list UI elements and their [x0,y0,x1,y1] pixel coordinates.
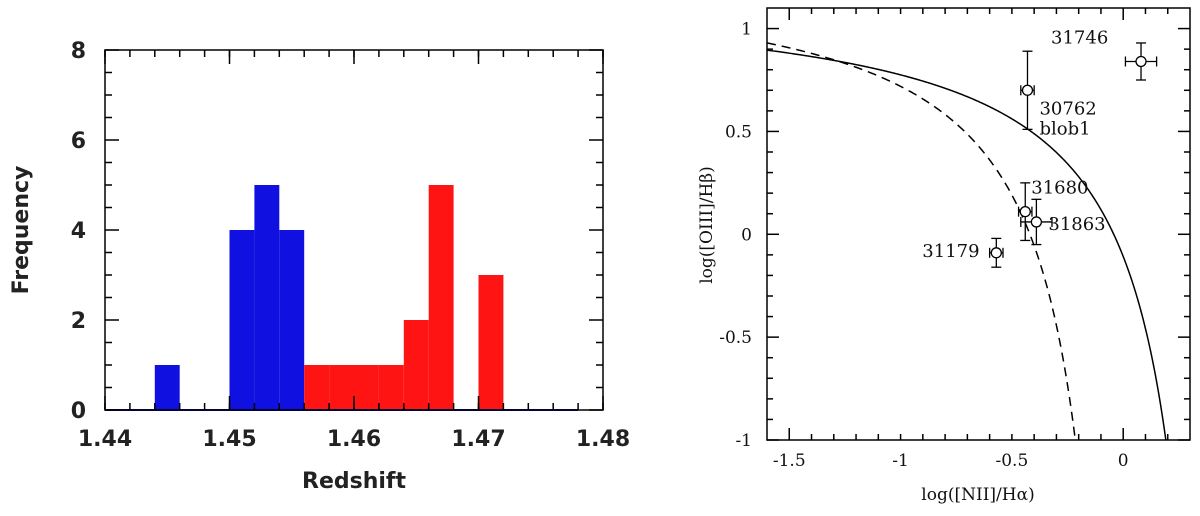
histogram-y-tick-label: 6 [71,129,86,154]
histogram-x-tick-label: 1.45 [202,427,256,452]
histogram-y-tick-label: 0 [71,399,86,424]
bpt-x-tick-label: -1 [892,451,909,471]
bpt-point: 31179 [922,237,1004,268]
histogram-bar [354,365,379,410]
histogram-bar [229,230,255,410]
histogram-x-tick-label: 1.46 [327,427,381,452]
histogram-bar [154,365,180,410]
bpt-x-axis-label: log([NII]/Hα) [921,485,1034,505]
data-marker [990,247,1002,259]
bpt-x-tick-label: 0 [1118,451,1129,471]
histogram-frame [104,49,604,411]
point-label: 31179 [922,241,979,262]
bpt-y-tick-label: 0.5 [725,122,752,142]
bpt-y-tick-labels: -1 -0.5 0 0.5 1 [719,20,752,451]
histogram-bar [428,185,454,410]
point-label-secondary: blob1 [1039,118,1090,139]
bpt-point: 31680 [1017,178,1089,242]
kewley-curve-solid [767,49,1167,440]
histogram-y-tick-label: 4 [71,219,86,244]
bpt-frame [766,7,1191,441]
histogram-x-tick-labels: 1.44 1.45 1.46 1.47 1.48 [78,427,630,452]
histogram-bar [254,185,280,410]
histogram-bar [304,365,330,410]
histogram-bar [478,275,504,410]
histogram-x-tick-label: 1.48 [576,427,630,452]
bpt-y-tick-label: 0 [741,225,752,245]
bpt-x-tick-labels: -1.5 -1 -0.5 0 [773,451,1129,471]
bpt-ticks [767,8,1190,441]
data-marker [1135,55,1147,68]
histogram-bars [154,185,504,410]
point-label: 31680 [1031,178,1088,199]
histogram-bar [378,365,404,410]
point-label: 31863 [1048,214,1105,235]
histogram-bar [403,320,429,410]
bpt-point: 31746 [1051,27,1158,81]
data-marker [1030,216,1043,228]
histogram-chart: 1.44 1.45 1.46 1.47 1.48 0 2 4 6 8 Redshift Freq… [9,39,630,494]
histogram-y-tick-labels: 0 2 4 6 8 [71,39,86,424]
bpt-x-tick-label: -1.5 [773,451,806,471]
bpt-y-axis-label: log([OIII]/Hβ) [697,166,717,284]
bpt-y-tick-label: -1 [735,431,752,451]
kauffmann-curve-dashed [767,42,1077,440]
data-marker [1021,84,1034,96]
histogram-x-tick-label: 1.47 [451,427,505,452]
bpt-point: 31863 [1020,198,1106,246]
point-label: 30762 [1039,98,1096,119]
histogram-bar [329,365,354,410]
histogram-x-tick-label: 1.44 [78,427,132,452]
bpt-x-tick-label: -0.5 [996,451,1029,471]
bpt-y-tick-label: 1 [741,20,752,40]
histogram-ticks [104,49,604,411]
point-label: 31746 [1051,27,1108,48]
histogram-y-tick-label: 8 [71,39,86,64]
bpt-y-tick-label: -0.5 [719,328,752,348]
histogram-bar [279,230,305,410]
histogram-y-tick-label: 2 [71,309,86,334]
histogram-y-axis-label: Frequency [9,166,34,295]
histogram-x-axis-label: Redshift [302,469,406,494]
data-marker [1019,206,1031,218]
